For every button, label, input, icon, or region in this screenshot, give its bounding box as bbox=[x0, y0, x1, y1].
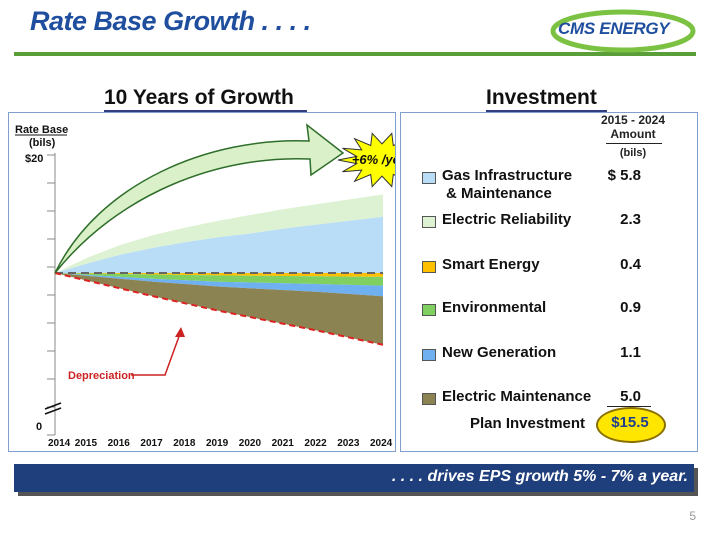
logo-text: CMS ENERGY bbox=[558, 19, 670, 38]
investment-panel: 2015 - 2024 Amount (bils) Gas Infrastruc… bbox=[400, 112, 698, 452]
chart-gridlines bbox=[47, 153, 56, 436]
depreciation-arrowhead bbox=[175, 327, 185, 337]
x-tick-label: 2020 bbox=[239, 438, 262, 449]
x-tick-label: 2023 bbox=[337, 438, 360, 449]
chart-areas bbox=[55, 194, 383, 345]
area-series-3 bbox=[55, 273, 383, 286]
investment-value: 0.4 bbox=[620, 256, 641, 273]
investment-value: 5.0 bbox=[620, 388, 641, 405]
investment-label-continued: & Maintenance bbox=[446, 185, 552, 202]
col-header-underline bbox=[606, 143, 662, 144]
investment-value: 1.1 bbox=[620, 344, 641, 361]
legend-swatch bbox=[422, 393, 436, 405]
total-rule bbox=[607, 406, 651, 407]
investment-heading-underline bbox=[486, 110, 607, 112]
investment-value: 2.3 bbox=[620, 211, 641, 228]
investment-label: Electric Reliability bbox=[442, 211, 572, 228]
chart-panel: Rate Base (bils) $20 0 2014 2015 2016 2017 2… bbox=[8, 112, 396, 452]
growth-arrow bbox=[54, 123, 345, 274]
chart-heading: 10 Years of Growth bbox=[104, 86, 294, 109]
page-title: Rate Base Growth . . . . bbox=[30, 6, 311, 36]
investment-row: Electric Reliability 2.3 bbox=[401, 211, 697, 235]
y-tick-bottom: 0 bbox=[36, 421, 42, 433]
page-number: 5 bbox=[689, 509, 696, 523]
area-series-4 bbox=[55, 273, 383, 297]
x-tick-label: 2017 bbox=[140, 438, 163, 449]
x-tick-labels: 2014 2015 2016 2017 2018 2019 2020 2021 2022 2023… bbox=[48, 438, 393, 449]
x-tick-label: 2018 bbox=[173, 438, 196, 449]
investment-row: New Generation 1.1 bbox=[401, 344, 697, 368]
legend-swatch bbox=[422, 172, 436, 184]
area-series-1 bbox=[55, 194, 383, 273]
y-axis-units: (bils) bbox=[29, 137, 56, 149]
investment-row: Smart Energy 0.4 bbox=[401, 256, 697, 280]
tagline-text: . . . . drives EPS growth 5% - 7% a year… bbox=[391, 468, 688, 485]
plan-investment-total: $15.5 bbox=[611, 414, 649, 431]
growth-callout: +6% /year bbox=[352, 152, 395, 167]
investment-label: Electric Maintenance bbox=[442, 388, 592, 405]
y-tick-top: $20 bbox=[25, 153, 43, 165]
title-divider bbox=[14, 52, 696, 56]
investment-value: $ 5.8 bbox=[607, 167, 641, 184]
investment-label: Smart Energy bbox=[442, 256, 540, 273]
legend-swatch bbox=[422, 349, 436, 361]
investment-row: Environmental 0.9 bbox=[401, 299, 697, 323]
y-axis-label: Rate Base bbox=[15, 124, 68, 136]
plan-total-highlight bbox=[596, 407, 666, 443]
legend-swatch bbox=[422, 304, 436, 316]
area-series-0 bbox=[55, 216, 383, 273]
plan-investment-label: Plan Investment bbox=[470, 415, 586, 432]
x-tick-label: 2014 bbox=[48, 438, 71, 449]
x-tick-label: 2015 bbox=[75, 438, 98, 449]
axis-break-mark bbox=[44, 407, 62, 415]
legend-swatch bbox=[422, 261, 436, 273]
chart-overlay bbox=[54, 272, 384, 346]
col-header-years: 2015 - 2024 bbox=[600, 113, 666, 127]
investment-label: Environmental bbox=[442, 299, 547, 316]
col-header-units: (bils) bbox=[619, 147, 647, 159]
investment-heading: Investment bbox=[486, 86, 597, 109]
axis-break-mark bbox=[44, 402, 62, 410]
growth-starburst bbox=[337, 132, 395, 188]
x-tick-label: 2019 bbox=[206, 438, 229, 449]
x-tick-label: 2021 bbox=[272, 438, 295, 449]
cms-energy-logo bbox=[550, 9, 696, 53]
investment-row: Electric Maintenance 5.0 bbox=[401, 388, 697, 412]
tagline-banner: . . . . drives EPS growth 5% - 7% a year… bbox=[14, 464, 694, 492]
legend-swatch bbox=[422, 216, 436, 228]
rate-base-chart: Rate Base (bils) $20 0 2014 2015 2016 2017 2… bbox=[15, 123, 395, 449]
x-tick-label: 2022 bbox=[304, 438, 327, 449]
investment-row: Gas Infrastructure & Maintenance $ 5.8 bbox=[401, 167, 697, 202]
chart-heading-underline bbox=[104, 110, 307, 112]
x-tick-label: 2024 bbox=[370, 438, 393, 449]
x-tick-label: 2016 bbox=[108, 438, 131, 449]
depreciation-leader bbox=[131, 330, 182, 376]
investment-value: 0.9 bbox=[620, 299, 641, 316]
col-header-amount: Amount bbox=[610, 127, 656, 141]
depreciation-label: Depreciation bbox=[68, 370, 135, 382]
investment-label: Gas Infrastructure bbox=[442, 167, 573, 184]
investment-label: New Generation bbox=[442, 344, 557, 361]
